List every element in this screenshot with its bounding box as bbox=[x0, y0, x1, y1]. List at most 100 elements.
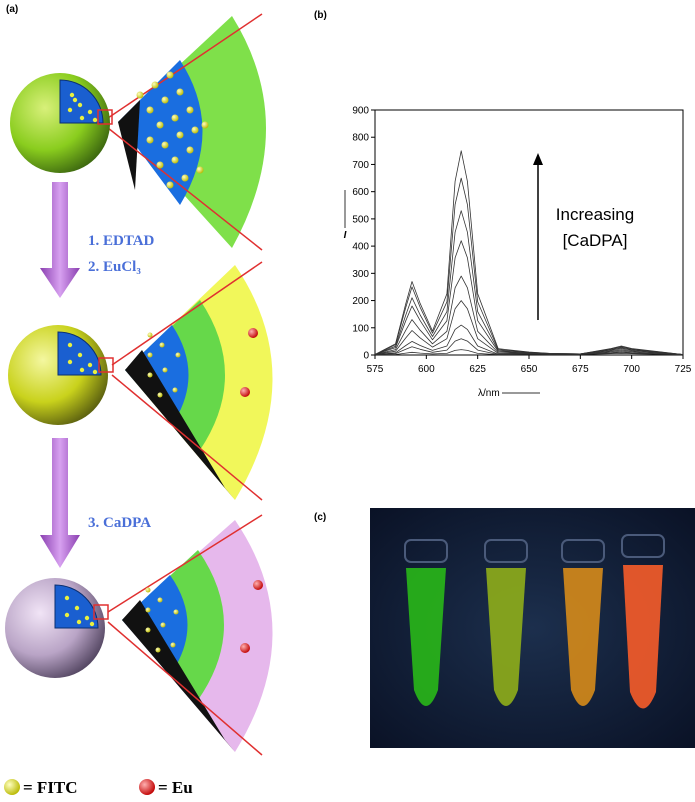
tube bbox=[623, 565, 663, 709]
dye-dot bbox=[64, 612, 70, 618]
arrow bbox=[40, 182, 80, 298]
dye-dot bbox=[196, 166, 204, 174]
panel-label: (b) bbox=[314, 10, 327, 21]
dye-dot bbox=[79, 115, 85, 121]
eu-ion bbox=[248, 328, 258, 338]
dye-dot bbox=[87, 362, 93, 368]
x-tick-label: 625 bbox=[469, 364, 486, 375]
dye-dot bbox=[186, 106, 194, 114]
arrow bbox=[40, 438, 80, 568]
dye-dot bbox=[72, 97, 78, 103]
dye-dot bbox=[156, 121, 164, 129]
dye-dot bbox=[67, 342, 73, 348]
dye-dot bbox=[171, 114, 179, 122]
dye-dot bbox=[175, 352, 181, 358]
annotation: Increasing bbox=[556, 205, 634, 224]
tube-cap bbox=[404, 539, 448, 563]
dye-dot bbox=[161, 96, 169, 104]
x-tick-label: 700 bbox=[623, 364, 640, 375]
dye-dot bbox=[147, 372, 153, 378]
spectrum-line bbox=[374, 177, 684, 355]
tube bbox=[563, 568, 603, 706]
zoom-box bbox=[93, 604, 109, 620]
zoom-line bbox=[111, 374, 263, 501]
legend-label: = Eu bbox=[158, 778, 193, 797]
photo bbox=[370, 508, 695, 748]
step-label: 2. EuCl₃ bbox=[88, 259, 141, 275]
zoom-line bbox=[107, 127, 263, 251]
dye-dot bbox=[64, 595, 70, 601]
x-tick-label: 650 bbox=[521, 364, 538, 375]
dye-dot bbox=[87, 109, 93, 115]
dye-dot bbox=[176, 88, 184, 96]
spectrum-line bbox=[374, 275, 684, 355]
y-tick-label: 0 bbox=[363, 351, 369, 362]
plot-frame bbox=[374, 109, 684, 356]
eu-ion bbox=[253, 580, 263, 590]
eu-ion bbox=[240, 643, 250, 653]
tube-cap bbox=[561, 539, 605, 563]
dye-dot bbox=[67, 107, 73, 113]
dye-dot bbox=[146, 136, 154, 144]
dye-dot bbox=[69, 92, 75, 98]
y-tick-label: 700 bbox=[352, 160, 369, 171]
zoom-box bbox=[98, 357, 114, 373]
dye-dot bbox=[186, 146, 194, 154]
cutaway bbox=[59, 79, 104, 124]
tube bbox=[406, 568, 446, 706]
edge bbox=[125, 350, 235, 500]
dye-dot bbox=[159, 342, 165, 348]
eu-ion bbox=[240, 387, 250, 397]
spectrum-line bbox=[374, 338, 684, 355]
tube bbox=[486, 568, 526, 706]
spectrum-chart: I λ/nm Increasing [CaDPA] 0 100 200 300 400 5… bbox=[344, 106, 692, 400]
dye-dot bbox=[79, 367, 85, 373]
particle-1 bbox=[10, 13, 266, 251]
tube-cap bbox=[484, 539, 528, 563]
dye-dot bbox=[157, 597, 163, 603]
step-label: 1. EDTAD bbox=[88, 233, 155, 249]
dye-dot bbox=[146, 106, 154, 114]
dye-dot bbox=[92, 369, 98, 375]
y-tick-label: 500 bbox=[352, 214, 369, 225]
edge bbox=[122, 600, 235, 752]
annotation: [CaDPA] bbox=[563, 231, 628, 250]
dye-dot bbox=[145, 587, 151, 593]
dye-dot bbox=[147, 352, 153, 358]
dye-dot bbox=[77, 352, 83, 358]
dye-dot bbox=[74, 605, 80, 611]
x-tick-label: 600 bbox=[418, 364, 435, 375]
spectrum-line bbox=[374, 240, 684, 355]
particle-2 bbox=[8, 261, 273, 501]
x-tick-label: 675 bbox=[572, 364, 589, 375]
y-tick-label: 900 bbox=[352, 106, 369, 117]
dye-dot bbox=[201, 121, 209, 129]
legend-ball bbox=[139, 779, 155, 795]
y-axis-label: I bbox=[344, 230, 347, 241]
spectrum-line bbox=[374, 210, 684, 355]
panel-label: (a) bbox=[6, 4, 18, 15]
y-tick-label: 300 bbox=[352, 269, 369, 280]
dye-dot bbox=[151, 81, 159, 89]
spectrum-line bbox=[374, 324, 684, 355]
legend-ball bbox=[4, 779, 20, 795]
zoom-line bbox=[107, 13, 263, 119]
dye-dot bbox=[76, 619, 82, 625]
core-layer bbox=[118, 60, 203, 205]
dye-dot bbox=[145, 627, 151, 633]
dye-dot bbox=[160, 622, 166, 628]
dye-dot bbox=[191, 126, 199, 134]
x-tick-label: 725 bbox=[675, 364, 692, 375]
dye-dot bbox=[166, 181, 174, 189]
dye-dot bbox=[67, 359, 73, 365]
step-label: 3. CaDPA bbox=[88, 515, 151, 531]
dye-dot bbox=[166, 71, 174, 79]
zoom-line bbox=[111, 261, 263, 366]
dye-dot bbox=[172, 387, 178, 393]
tube-cap bbox=[621, 534, 665, 558]
dye-dot bbox=[181, 174, 189, 182]
y-tick-label: 200 bbox=[352, 296, 369, 307]
dye-dot bbox=[89, 621, 95, 627]
dye-dot bbox=[84, 615, 90, 621]
